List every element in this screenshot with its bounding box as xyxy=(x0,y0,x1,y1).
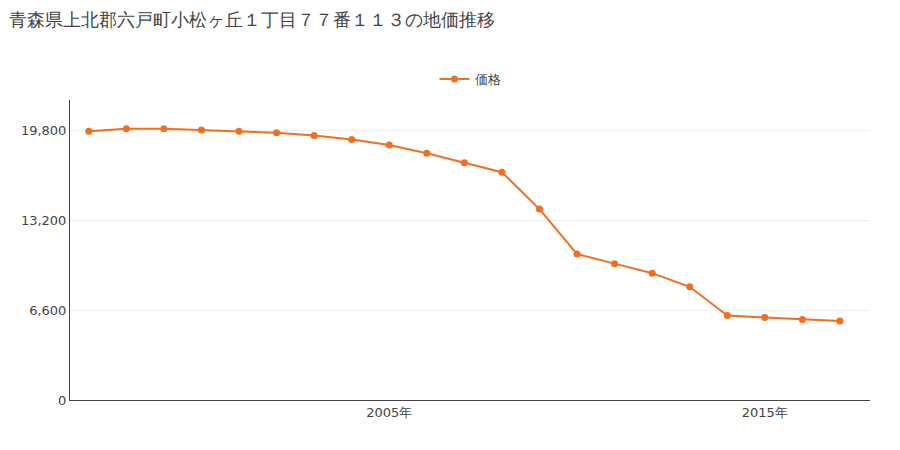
svg-text:青森県上北郡六戸町小松ヶ丘１丁目７７番１１３の地価推移: 青森県上北郡六戸町小松ヶ丘１丁目７７番１１３の地価推移 xyxy=(9,9,495,30)
svg-text:6,600: 6,600 xyxy=(29,303,66,318)
svg-text:価格: 価格 xyxy=(475,72,501,87)
svg-text:0: 0 xyxy=(58,393,66,408)
svg-text:2005年: 2005年 xyxy=(366,405,412,420)
svg-text:13,200: 13,200 xyxy=(21,213,67,228)
svg-text:2015年: 2015年 xyxy=(742,405,788,420)
svg-text:19,800: 19,800 xyxy=(21,123,67,138)
